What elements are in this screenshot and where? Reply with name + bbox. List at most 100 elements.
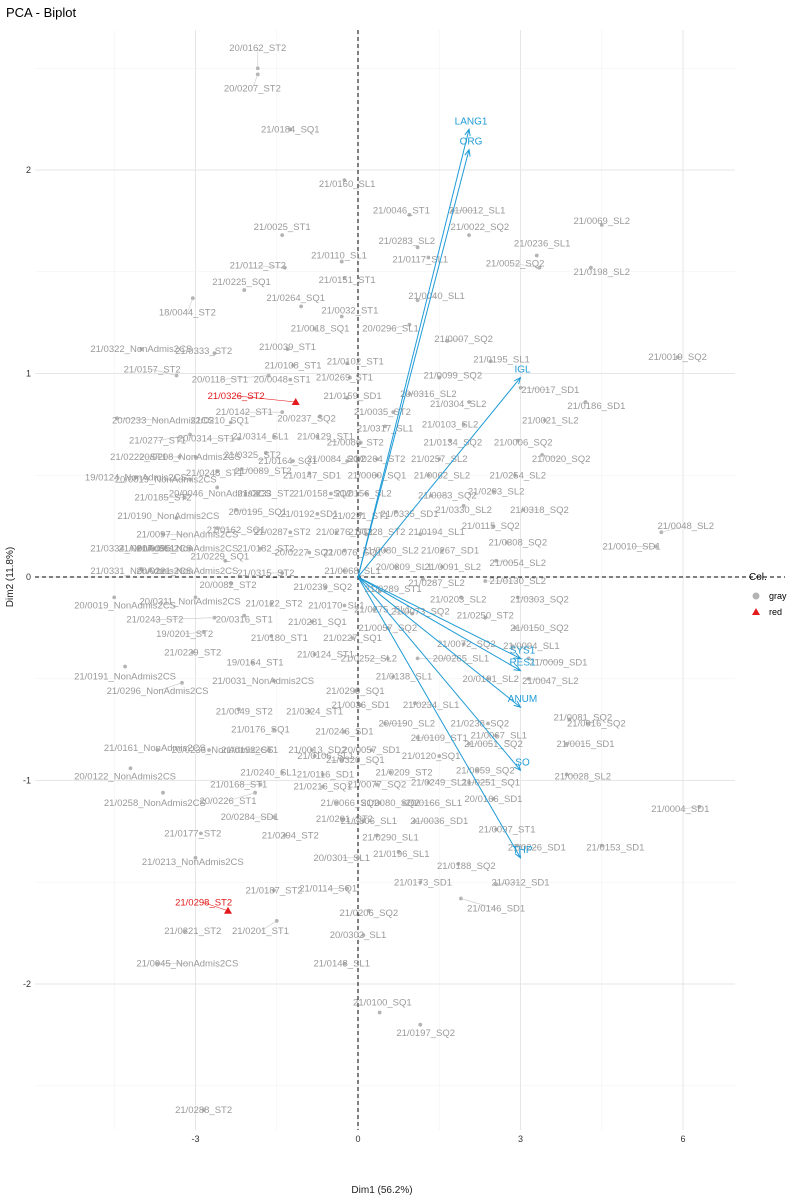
point-marker — [345, 459, 350, 463]
point-label: 21/0196_SL1 — [373, 849, 430, 860]
point-label: 21/0229_ST2 — [164, 647, 221, 658]
point-label: 21/0080_SL2 — [362, 546, 419, 557]
point-marker — [491, 796, 496, 801]
point-label: 21/0321_ST2 — [164, 926, 221, 937]
point-marker — [207, 748, 211, 752]
point-marker — [350, 636, 355, 640]
point-marker — [288, 530, 293, 535]
point-label: 21/0039_ST1 — [259, 342, 316, 353]
point-marker — [128, 766, 133, 771]
point-marker — [426, 473, 431, 478]
vector-arrow-head — [514, 376, 522, 385]
point-marker — [475, 768, 480, 773]
point-label: 21/0264_SQ1 — [266, 293, 325, 304]
point-marker — [567, 717, 572, 722]
vector-arrow-line — [357, 576, 521, 659]
vector-label: IGL — [514, 365, 531, 376]
point-label: 20/0019_NonAdmis2CS — [74, 600, 176, 611]
point-marker — [155, 748, 160, 752]
point-label: 21/0089_ST2 — [235, 466, 292, 477]
point-marker — [339, 259, 344, 264]
point-label: 21/0016_SQ2 — [567, 719, 626, 730]
point-label: 21/0114_SQ1 — [299, 883, 357, 894]
point-marker — [161, 790, 165, 795]
point-label: 21/0153_SD1 — [586, 843, 644, 854]
point-label: 21/0251_ST1 — [332, 511, 389, 522]
point-label: 21/0083_SQ2 — [418, 491, 477, 502]
point-label: 21/0234_SL1 — [403, 700, 460, 711]
point-label: 21/0173_SD1 — [394, 877, 452, 888]
point-marker — [291, 459, 295, 463]
point-marker — [199, 831, 203, 836]
point-label: 21/0161_NonAdmis2CS — [104, 743, 206, 754]
point-label: 20/0302_SL1 — [330, 930, 387, 941]
vector-label: ORG — [460, 137, 483, 148]
point-label: 21/0320_SQ1 — [326, 755, 385, 766]
point-label: 21/0112_ST2 — [230, 261, 286, 272]
point-label: 21/0031_NonAdmis2CS — [212, 676, 314, 687]
point-marker — [358, 440, 363, 445]
point-marker — [288, 377, 293, 382]
vector-arrow-head — [464, 148, 471, 157]
vector-label: SO — [515, 757, 530, 768]
point-marker — [542, 418, 547, 423]
point-label: 21/0081_SQ2 — [553, 712, 612, 723]
point-marker — [437, 375, 442, 380]
point-marker — [391, 410, 396, 415]
point-marker — [182, 929, 187, 933]
point-label: 21/0073_SQ2 — [391, 607, 450, 618]
point-label: 21/0109_ST1 — [411, 733, 468, 744]
point-label: 21/0017_SD1 — [521, 385, 579, 396]
legend-triangle-red — [752, 608, 760, 615]
point-label: 21/0059_SQ2 — [456, 765, 515, 776]
point-marker — [342, 548, 347, 553]
point-label: 21/0049_ST2 — [216, 706, 273, 717]
point-label: 21/0325_ST2 — [224, 450, 281, 461]
point-marker — [307, 550, 312, 555]
point-label-leader — [217, 527, 237, 531]
point-label: 21/0275_SL1 — [354, 605, 411, 616]
y-tick-label: -2 — [23, 979, 31, 989]
vector-label: RES1 — [509, 658, 536, 669]
point-marker — [361, 933, 366, 938]
point-marker — [201, 1108, 206, 1113]
point-label: 20/0221_NonAdmis2CS — [136, 566, 238, 577]
point-label: 21/0156_SL2 — [335, 489, 392, 500]
point-label: 21/0068_SL1 — [324, 566, 381, 577]
point-marker — [353, 689, 358, 693]
vector-arrow-line — [357, 576, 521, 672]
point-label: 21/0032_ST1 — [321, 305, 378, 316]
point-marker — [513, 473, 517, 478]
point-label: 21/0308_SQ2 — [488, 537, 547, 548]
point-marker — [342, 729, 347, 734]
point-marker — [280, 770, 285, 775]
point-label: 21/0184_SQ1 — [261, 124, 320, 135]
point-label: 21/0185_ST2 — [134, 493, 191, 504]
point-label: 21/0290_SL1 — [362, 832, 419, 843]
point-label: 21/0267_SD1 — [421, 546, 479, 557]
point-label: 21/0148_SL1 — [313, 959, 370, 970]
point-marker — [412, 701, 417, 706]
point-label: 21/0108_ST1 — [264, 360, 321, 371]
point-marker — [659, 530, 664, 535]
point-label: 21/0303_SQ2 — [510, 594, 569, 605]
point-marker — [486, 676, 490, 681]
point-marker — [188, 546, 192, 551]
point-label-leader — [227, 792, 256, 802]
point-marker — [488, 359, 493, 364]
point-label: 21/0022_SQ2 — [451, 222, 510, 233]
point-label: 21/0160_SL1 — [319, 179, 376, 190]
point-label: 21/0315_ST2 — [237, 568, 294, 579]
point-label: 21/0326_ST2 — [208, 391, 265, 402]
point-marker — [280, 233, 285, 238]
point-marker — [440, 564, 444, 569]
point-marker — [461, 503, 466, 508]
point-label: 21/0257_SL2 — [411, 454, 468, 465]
point-label: 21/0288_ST2 — [175, 1105, 232, 1116]
point-label: 21/0006_SQ2 — [494, 438, 553, 449]
point-label: 21/0086_ST2 — [327, 438, 384, 449]
point-label: 21/0210_SQ1 — [191, 415, 250, 426]
vector-arrow-line — [357, 129, 470, 578]
point-marker — [264, 450, 268, 455]
point-label: 21/0249_SL1 — [411, 778, 468, 789]
